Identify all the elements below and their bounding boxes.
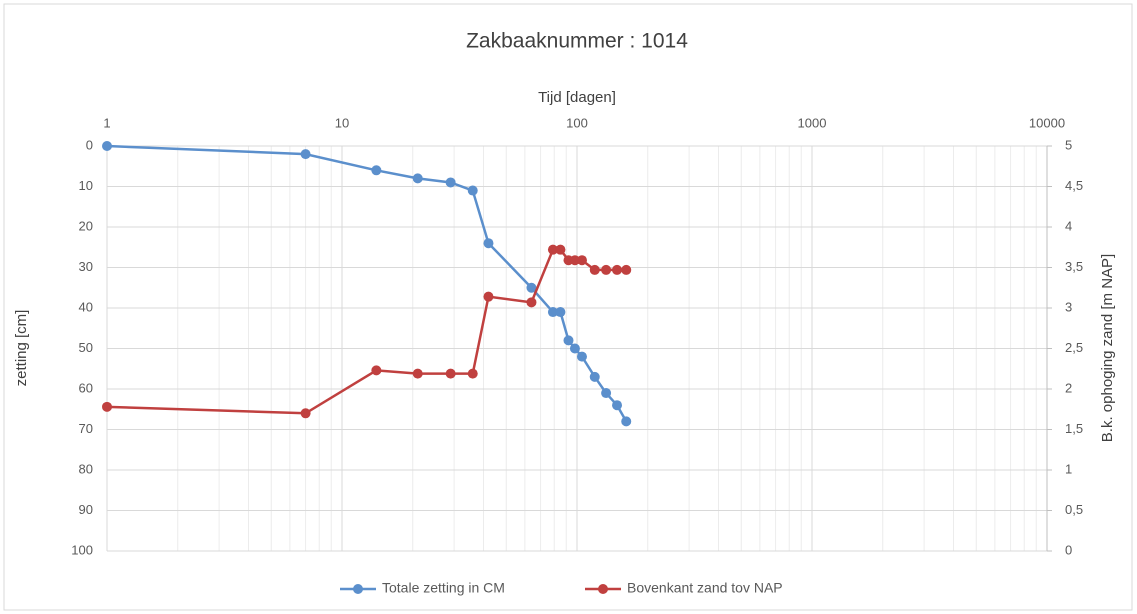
y-tick-label: 30 (79, 259, 93, 274)
y2-tick-label: 0 (1065, 542, 1072, 557)
y2-tick-label: 1,5 (1065, 421, 1083, 436)
x-tick-label: 10 (335, 115, 349, 130)
data-point (589, 371, 600, 382)
y-axis-label: zetting [cm] (13, 310, 30, 387)
data-point (300, 149, 311, 160)
y-tick-label: 10 (79, 178, 93, 193)
data-point (601, 388, 612, 399)
data-point (547, 307, 558, 318)
data-point (555, 307, 566, 318)
y2-axis-label: B.k. ophoging zand [m NAP] (1099, 254, 1116, 442)
data-point (467, 368, 478, 379)
y2-tick-label: 5 (1065, 137, 1072, 152)
y2-tick-label: 4 (1065, 218, 1072, 233)
y-tick-label: 60 (79, 380, 93, 395)
x-tick-label: 100 (566, 115, 588, 130)
legend-marker (353, 584, 363, 594)
data-point (412, 368, 423, 379)
data-point (612, 400, 623, 411)
chart-title: Zakbaaknummer : 1014 (466, 30, 688, 53)
y-tick-label: 70 (79, 421, 93, 436)
legend-label: Bovenkant zand tov NAP (627, 580, 783, 596)
data-point (569, 255, 580, 266)
x-tick-label: 10000 (1029, 115, 1065, 130)
y-tick-label: 100 (71, 542, 93, 557)
data-point (445, 177, 456, 188)
data-point (526, 282, 537, 293)
y2-tick-label: 3 (1065, 299, 1072, 314)
chart-frame (3, 3, 1133, 611)
y-tick-label: 20 (79, 218, 93, 233)
data-point (445, 368, 456, 379)
data-point (526, 297, 537, 308)
y2-tick-label: 2 (1065, 380, 1072, 395)
x-axis-label: Tijd [dagen] (538, 89, 616, 106)
data-point (621, 264, 632, 275)
legend-marker (598, 584, 608, 594)
data-point (621, 416, 632, 427)
y-tick-label: 40 (79, 299, 93, 314)
data-point (102, 401, 112, 412)
y-tick-label: 80 (79, 461, 93, 476)
legend-label: Totale zetting in CM (382, 580, 505, 596)
y2-tick-label: 0,5 (1065, 502, 1083, 517)
x-tick-label: 1 (103, 115, 110, 130)
data-point (563, 335, 574, 346)
x-tick-label: 1000 (798, 115, 827, 130)
data-point (102, 141, 112, 151)
data-point (412, 173, 423, 184)
data-point (569, 343, 580, 354)
data-point (547, 244, 558, 255)
y2-tick-label: 3,5 (1065, 259, 1083, 274)
y-tick-label: 50 (79, 340, 93, 355)
data-point (555, 244, 566, 255)
data-point (483, 238, 494, 249)
data-point (300, 408, 311, 419)
y2-tick-label: 1 (1065, 461, 1072, 476)
data-point (483, 291, 494, 302)
y2-tick-label: 4,5 (1065, 178, 1083, 193)
data-point (371, 165, 382, 176)
data-point (467, 185, 478, 196)
y-tick-label: 0 (86, 137, 93, 152)
y-tick-label: 90 (79, 502, 93, 517)
data-point (601, 264, 612, 275)
data-point (576, 351, 587, 362)
data-point (371, 365, 382, 376)
data-point (589, 264, 600, 275)
data-point (576, 255, 587, 266)
data-point (612, 264, 623, 275)
y2-tick-label: 2,5 (1065, 340, 1083, 355)
